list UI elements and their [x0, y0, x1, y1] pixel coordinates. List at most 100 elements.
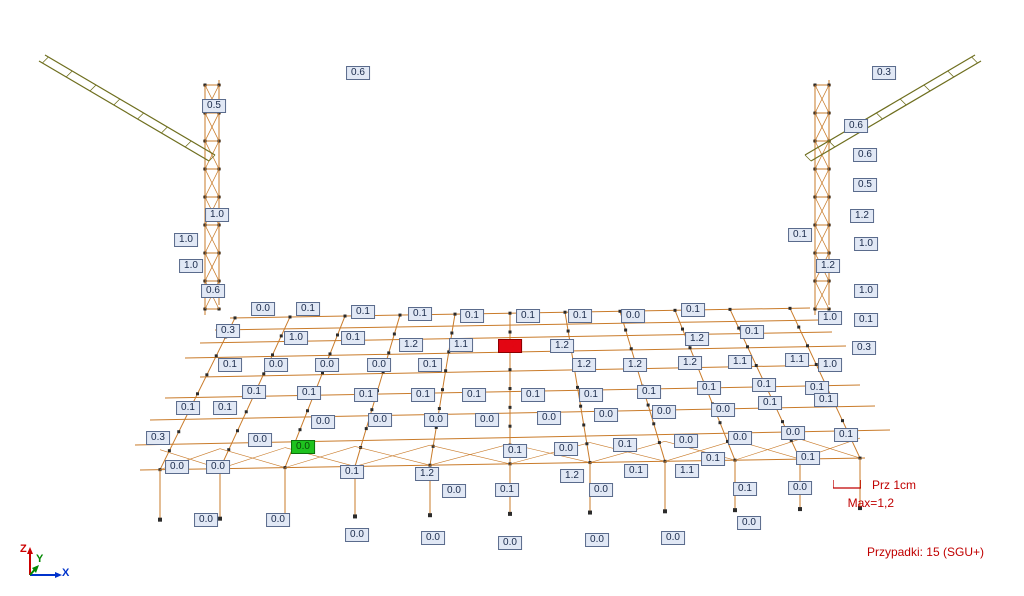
value-label: 0.5	[202, 99, 226, 113]
value-label: 0.0	[674, 434, 698, 448]
value-label: 1.2	[623, 358, 647, 372]
value-label: 0.1	[351, 305, 375, 319]
value-label: 0.0	[251, 302, 275, 316]
value-label: 0.0	[728, 431, 752, 445]
value-label: 1.2	[685, 332, 709, 346]
value-label: 0.0	[788, 481, 812, 495]
value-label: 0.1	[503, 444, 527, 458]
value-label: 0.0	[248, 433, 272, 447]
value-label: 0.0	[368, 413, 392, 427]
value-label: 0.1	[516, 309, 540, 323]
value-label: 0.5	[853, 178, 877, 192]
value-label: 0.0	[554, 442, 578, 456]
value-label: 0.0	[711, 403, 735, 417]
value-label: 0.1	[814, 393, 838, 407]
value-label: 0.0	[315, 358, 339, 372]
scale-bracket-icon	[833, 480, 861, 490]
value-label: 0.6	[853, 148, 877, 162]
value-label: 0.1	[740, 325, 764, 339]
value-label: 0.0	[194, 513, 218, 527]
value-label: 0.0	[652, 405, 676, 419]
value-label: 0.0	[367, 358, 391, 372]
value-label: 0.1	[521, 388, 545, 402]
value-label: 0.1	[854, 313, 878, 327]
value-label: 0.1	[242, 385, 266, 399]
axis-y-label: Y	[36, 553, 43, 565]
value-label: 0.1	[752, 378, 776, 392]
value-label: 0.0	[589, 483, 613, 497]
value-label: 0.0	[264, 358, 288, 372]
value-label: 0.0	[661, 531, 685, 545]
value-label: 0.0	[498, 536, 522, 550]
value-label: 1.0	[179, 259, 203, 273]
value-label: 0.0	[621, 309, 645, 323]
value-label: 0.1	[341, 331, 365, 345]
value-label: 1.0	[818, 311, 842, 325]
value-label: 1.0	[854, 237, 878, 251]
value-label: 0.1	[834, 428, 858, 442]
value-label: 1.1	[785, 353, 809, 367]
value-label: 0.1	[296, 302, 320, 316]
value-label: 0.1	[681, 303, 705, 317]
value-label: 0.0	[594, 408, 618, 422]
value-label: 0.1	[340, 465, 364, 479]
value-label: 1.2	[572, 358, 596, 372]
value-label: 0.1	[411, 388, 435, 402]
value-label: 0.1	[796, 451, 820, 465]
value-label: 0.3	[216, 324, 240, 338]
value-label: 0.1	[613, 438, 637, 452]
value-label: 0.0	[737, 516, 761, 530]
value-label-min: 0.0	[291, 440, 315, 454]
value-label: 0.0	[424, 413, 448, 427]
value-label: 0.0	[266, 513, 290, 527]
value-label: 0.1	[460, 309, 484, 323]
value-label: 0.0	[206, 460, 230, 474]
value-label: 0.0	[345, 528, 369, 542]
value-label: 1.2	[560, 469, 584, 483]
value-label: 0.1	[218, 358, 242, 372]
value-label: 1.1	[728, 355, 752, 369]
value-label: 0.6	[201, 284, 225, 298]
value-label: 0.0	[781, 426, 805, 440]
value-label: 0.6	[346, 66, 370, 80]
value-label: 0.1	[697, 381, 721, 395]
value-label: 0.0	[537, 411, 561, 425]
value-label: 0.1	[637, 385, 661, 399]
axis-x-label: X	[62, 567, 69, 579]
value-label: 0.1	[297, 386, 321, 400]
value-label: 1.0	[205, 208, 229, 222]
value-label: 0.1	[568, 309, 592, 323]
value-label: 0.1	[354, 388, 378, 402]
value-label: 0.1	[213, 401, 237, 415]
coordinate-axis-icon: Z Y X	[18, 545, 73, 590]
value-label: 1.1	[449, 338, 473, 352]
value-label: 0.3	[146, 431, 170, 445]
value-label: 0.1	[176, 401, 200, 415]
value-label: 0.0	[475, 413, 499, 427]
case-label: Przypadki: 15 (SGU+)	[867, 545, 984, 559]
value-label: 0.0	[165, 460, 189, 474]
value-label: 0.3	[852, 341, 876, 355]
value-label: 0.1	[624, 464, 648, 478]
max-label: Max=1,2	[848, 496, 894, 510]
scale-label: Prz 1cm	[872, 478, 916, 492]
value-label: 0.6	[844, 119, 868, 133]
value-label: 0.1	[733, 482, 757, 496]
value-label: 0.1	[495, 483, 519, 497]
value-label: 1.0	[174, 233, 198, 247]
value-label: 0.1	[462, 388, 486, 402]
value-label: 1.2	[678, 356, 702, 370]
value-label: 1.2	[550, 339, 574, 353]
value-label: 0.1	[758, 396, 782, 410]
value-label: 0.3	[872, 66, 896, 80]
value-label: 0.0	[442, 484, 466, 498]
value-label: 1.2	[816, 259, 840, 273]
value-label: 1.2	[415, 467, 439, 481]
value-label: 0.0	[585, 533, 609, 547]
value-label: 0.1	[418, 358, 442, 372]
axis-z-label: Z	[20, 543, 27, 555]
value-label: 0.1	[701, 452, 725, 466]
value-label: 1.1	[675, 464, 699, 478]
value-label: 1.0	[854, 284, 878, 298]
value-label: 0.1	[788, 228, 812, 242]
